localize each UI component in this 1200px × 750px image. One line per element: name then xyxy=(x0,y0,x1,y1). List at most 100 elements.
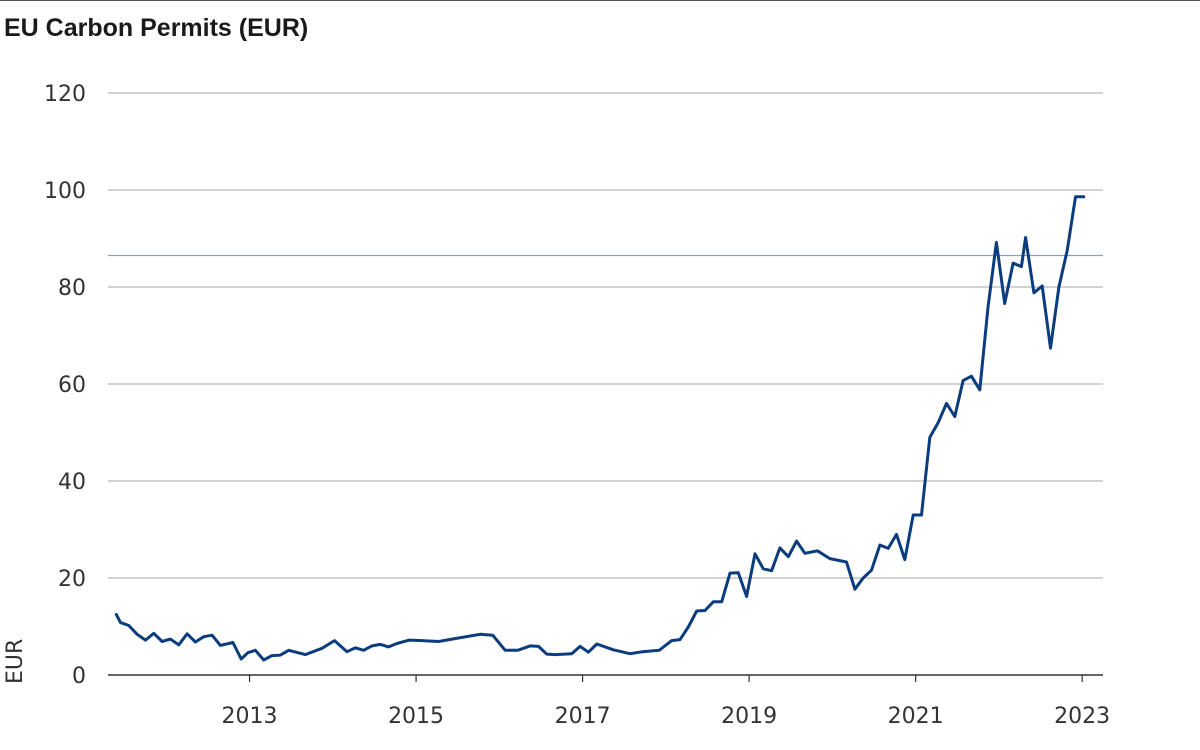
data-point-84 xyxy=(953,415,956,418)
data-point-20 xyxy=(279,654,282,657)
x-tick-label-2013: 2013 xyxy=(222,704,278,729)
data-point-66 xyxy=(787,555,790,558)
data-point-6 xyxy=(161,640,164,643)
series-line-0 xyxy=(114,195,1086,662)
data-point-65 xyxy=(778,546,781,549)
data-point-2 xyxy=(127,624,130,627)
data-point-35 xyxy=(456,637,459,640)
data-point-39 xyxy=(516,649,519,652)
data-point-89 xyxy=(995,241,998,244)
data-point-17 xyxy=(254,649,257,652)
x-tick-labels: 2013 2015 2017 2019 2021 2023 xyxy=(222,675,1110,729)
data-point-72 xyxy=(853,588,856,591)
data-point-95 xyxy=(1041,285,1044,288)
data-point-7 xyxy=(169,638,172,641)
data-point-38 xyxy=(504,649,507,652)
data-point-82 xyxy=(937,421,940,424)
y-axis-label: EUR xyxy=(3,639,28,684)
data-point-13 xyxy=(219,644,222,647)
data-point-78 xyxy=(903,558,906,561)
data-point-56 xyxy=(704,609,707,612)
data-point-24 xyxy=(333,639,336,642)
data-point-19 xyxy=(271,654,274,657)
data-point-58 xyxy=(720,600,723,603)
data-point-54 xyxy=(687,626,690,629)
data-point-9 xyxy=(186,632,189,635)
data-point-69 xyxy=(816,549,819,552)
data-point-8 xyxy=(177,643,180,646)
data-point-62 xyxy=(754,552,757,555)
data-point-4 xyxy=(144,639,147,642)
y-tick-label-120: 120 xyxy=(44,82,86,107)
data-point-80 xyxy=(920,514,923,517)
x-tick-label-2015: 2015 xyxy=(388,704,444,729)
data-point-98 xyxy=(1066,249,1069,252)
data-point-36 xyxy=(479,633,482,636)
data-point-99 xyxy=(1074,195,1077,198)
x-tick-label-2021: 2021 xyxy=(888,704,944,729)
data-point-15 xyxy=(240,658,243,661)
data-point-61 xyxy=(745,595,748,598)
data-point-94 xyxy=(1032,291,1035,294)
data-point-10 xyxy=(194,641,197,644)
data-point-1 xyxy=(119,621,122,624)
data-point-71 xyxy=(845,561,848,564)
data-point-97 xyxy=(1057,286,1060,289)
data-point-34 xyxy=(437,640,440,643)
data-point-73 xyxy=(862,577,865,580)
data-point-11 xyxy=(202,635,205,638)
data-point-5 xyxy=(152,632,155,635)
data-point-51 xyxy=(658,649,661,652)
data-point-41 xyxy=(537,645,540,648)
data-point-43 xyxy=(554,653,557,656)
data-point-26 xyxy=(354,646,357,649)
data-point-79 xyxy=(912,514,915,517)
data-point-55 xyxy=(695,610,698,613)
x-tick-label-2017: 2017 xyxy=(555,704,611,729)
data-point-77 xyxy=(895,533,898,536)
data-point-57 xyxy=(712,600,715,603)
data-point-47 xyxy=(595,643,598,646)
data-point-85 xyxy=(962,379,965,382)
data-point-23 xyxy=(321,647,324,650)
data-point-87 xyxy=(978,388,981,391)
data-point-96 xyxy=(1049,347,1052,350)
data-point-91 xyxy=(1012,262,1015,265)
data-point-83 xyxy=(945,402,948,405)
data-point-45 xyxy=(579,645,582,648)
data-point-3 xyxy=(136,633,139,636)
data-point-67 xyxy=(795,540,798,543)
x-tick-label-2023: 2023 xyxy=(1054,704,1110,729)
y-tick-label-0: 0 xyxy=(72,664,86,689)
data-point-40 xyxy=(529,644,532,647)
data-point-21 xyxy=(287,649,290,652)
data-point-90 xyxy=(1003,302,1006,305)
data-point-86 xyxy=(970,375,973,378)
x-tick-label-2019: 2019 xyxy=(721,704,777,729)
data-point-75 xyxy=(878,544,881,547)
data-point-28 xyxy=(370,644,373,647)
data-point-0 xyxy=(115,613,118,616)
data-point-16 xyxy=(246,651,249,654)
data-point-74 xyxy=(870,569,873,572)
data-point-42 xyxy=(545,653,548,656)
data-point-37 xyxy=(491,634,494,637)
data-point-18 xyxy=(262,659,265,662)
data-point-30 xyxy=(387,645,390,648)
data-point-12 xyxy=(211,634,214,637)
data-point-14 xyxy=(231,641,234,644)
y-tick-label-100: 100 xyxy=(44,179,86,204)
data-point-31 xyxy=(395,642,398,645)
data-point-59 xyxy=(729,572,732,575)
data-point-33 xyxy=(420,639,423,642)
data-point-70 xyxy=(828,557,831,560)
data-point-92 xyxy=(1020,265,1023,268)
data-point-88 xyxy=(987,305,990,308)
data-point-49 xyxy=(629,652,632,655)
data-point-100 xyxy=(1082,195,1085,198)
data-point-48 xyxy=(612,648,615,651)
data-point-44 xyxy=(570,652,573,655)
data-point-25 xyxy=(346,650,349,653)
data-point-64 xyxy=(770,569,773,572)
